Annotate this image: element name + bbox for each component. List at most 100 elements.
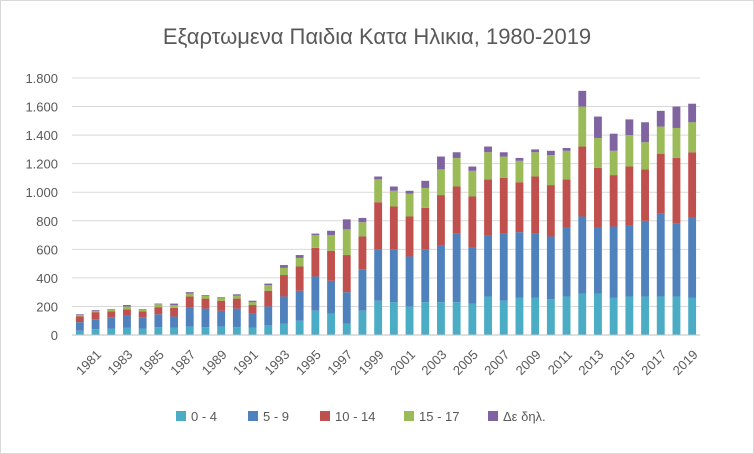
bar-segment-2007-s0 bbox=[499, 300, 508, 335]
bar-segment-1991-s1 bbox=[248, 313, 257, 328]
bar-segment-2005-s0 bbox=[468, 303, 477, 335]
bar-segment-1986-s2 bbox=[170, 307, 178, 317]
bar-segment-2005-s1 bbox=[468, 247, 477, 304]
bar-segment-2013-s2 bbox=[594, 167, 602, 228]
bar-segment-1989-s1 bbox=[217, 310, 226, 327]
bar-stack-1992 bbox=[264, 283, 273, 335]
bar-segment-1988-s4 bbox=[201, 295, 210, 296]
bar-stack-2011 bbox=[562, 147, 571, 335]
bar-segment-2012-s1 bbox=[578, 216, 587, 294]
bar-segment-1991-s3 bbox=[248, 302, 257, 306]
bar-segment-1995-s1 bbox=[311, 276, 320, 311]
bar-stack-1982 bbox=[107, 309, 116, 335]
x-tick-label: 2013 bbox=[575, 347, 606, 378]
bar-segment-2016-s1 bbox=[641, 220, 649, 297]
gridlines bbox=[72, 77, 700, 307]
y-tick-label: 400 bbox=[36, 271, 58, 286]
bar-stack-2001 bbox=[405, 190, 414, 335]
y-tick-label: 1.400 bbox=[25, 128, 58, 143]
bar-segment-1995-s3 bbox=[311, 235, 320, 248]
bar-segment-2006-s3 bbox=[484, 152, 492, 180]
legend-label: 0 - 4 bbox=[191, 409, 217, 424]
bar-segment-2015-s3 bbox=[625, 135, 634, 167]
bar-segment-2009-s0 bbox=[531, 297, 540, 335]
bar-segment-2004-s1 bbox=[452, 233, 461, 303]
bar-segment-1988-s2 bbox=[201, 298, 210, 309]
bar-segment-1997-s3 bbox=[342, 229, 351, 256]
bar-segment-2006-s1 bbox=[484, 235, 492, 297]
bar-stack-2010 bbox=[546, 150, 555, 335]
y-tick-label: 1.200 bbox=[25, 157, 58, 172]
legend-item-0: 0 - 4 bbox=[176, 409, 217, 424]
x-tick-label: 1987 bbox=[167, 347, 198, 378]
bar-segment-1981-s3 bbox=[91, 310, 100, 313]
bar-segment-1993-s2 bbox=[280, 275, 288, 297]
bar-segment-2011-s0 bbox=[562, 296, 571, 335]
bar-segment-1992-s4 bbox=[264, 283, 273, 286]
bar-segment-1994-s0 bbox=[295, 320, 304, 335]
x-tick-label: 2007 bbox=[481, 347, 512, 378]
bar-segment-2019-s1 bbox=[688, 217, 697, 298]
bar-segment-1991-s0 bbox=[248, 327, 257, 335]
bar-segment-2017-s3 bbox=[656, 126, 665, 154]
bar-segment-2002-s1 bbox=[421, 249, 430, 303]
bar-segment-1993-s0 bbox=[280, 323, 288, 335]
bar-stack-2005 bbox=[468, 166, 477, 335]
bar-segment-1980-s0 bbox=[75, 330, 84, 335]
bar-segment-1983-s0 bbox=[123, 327, 131, 335]
bar-segment-1998-s1 bbox=[358, 269, 367, 311]
bar-segment-2019-s3 bbox=[688, 122, 697, 153]
x-tick-label: 2005 bbox=[450, 347, 481, 378]
legend-swatch bbox=[320, 411, 330, 421]
bar-segment-2013-s0 bbox=[594, 293, 602, 335]
bar-segment-2014-s3 bbox=[609, 150, 618, 176]
bar-segment-1997-s0 bbox=[342, 323, 351, 335]
bar-segment-2005-s4 bbox=[468, 166, 477, 171]
bar-segment-1987-s2 bbox=[185, 296, 194, 308]
bar-segment-2011-s3 bbox=[562, 150, 571, 180]
bar-segment-2010-s2 bbox=[546, 185, 555, 237]
bar-segment-2003-s2 bbox=[437, 195, 445, 246]
bar-segment-2004-s2 bbox=[452, 186, 461, 234]
bar-segment-1999-s2 bbox=[374, 202, 383, 250]
bar-segment-2006-s0 bbox=[484, 296, 492, 335]
bar-segment-2015-s2 bbox=[625, 166, 634, 226]
bar-segment-1993-s3 bbox=[280, 267, 288, 276]
bars bbox=[75, 90, 697, 335]
bar-segment-2015-s4 bbox=[625, 119, 634, 136]
bar-segment-1998-s2 bbox=[358, 236, 367, 270]
bar-stack-2000 bbox=[389, 186, 398, 335]
bar-segment-1981-s4 bbox=[91, 310, 100, 311]
bar-segment-1986-s0 bbox=[170, 327, 178, 335]
bar-segment-2017-s2 bbox=[656, 153, 665, 214]
bar-segment-2011-s2 bbox=[562, 179, 571, 228]
bar-segment-2004-s4 bbox=[452, 152, 461, 158]
bar-segment-2005-s2 bbox=[468, 196, 477, 248]
bar-segment-2013-s4 bbox=[594, 116, 602, 138]
bar-stack-1984 bbox=[138, 309, 147, 335]
x-tick-label: 1995 bbox=[293, 347, 324, 378]
bar-segment-2001-s1 bbox=[405, 256, 414, 307]
bar-segment-1992-s3 bbox=[264, 285, 273, 291]
bar-segment-1983-s2 bbox=[123, 309, 131, 316]
bar-segment-2008-s1 bbox=[515, 232, 524, 298]
bar-stack-1990 bbox=[232, 294, 241, 335]
bar-segment-2008-s3 bbox=[515, 160, 524, 183]
bar-segment-1996-s4 bbox=[327, 230, 335, 236]
bar-segment-1985-s4 bbox=[154, 303, 163, 305]
x-axis: 1981 1983 1985 1987 1989 1991 1993 1995 1997 1999… bbox=[72, 334, 701, 378]
bar-segment-2002-s3 bbox=[421, 187, 430, 208]
x-tick-label: 1993 bbox=[261, 347, 292, 378]
bar-segment-1990-s3 bbox=[232, 295, 241, 299]
bar-stack-2007 bbox=[499, 152, 508, 335]
bar-stack-2018 bbox=[672, 106, 681, 335]
bar-segment-2012-s0 bbox=[578, 293, 587, 335]
bar-stack-2016 bbox=[641, 122, 649, 335]
bar-segment-1981-s0 bbox=[91, 329, 100, 335]
bar-stack-2015 bbox=[625, 119, 634, 335]
bar-stack-1996 bbox=[327, 230, 335, 335]
bar-stack-2009 bbox=[531, 149, 540, 335]
x-tick-label: 1983 bbox=[104, 347, 135, 378]
bar-stack-2006 bbox=[484, 146, 492, 335]
